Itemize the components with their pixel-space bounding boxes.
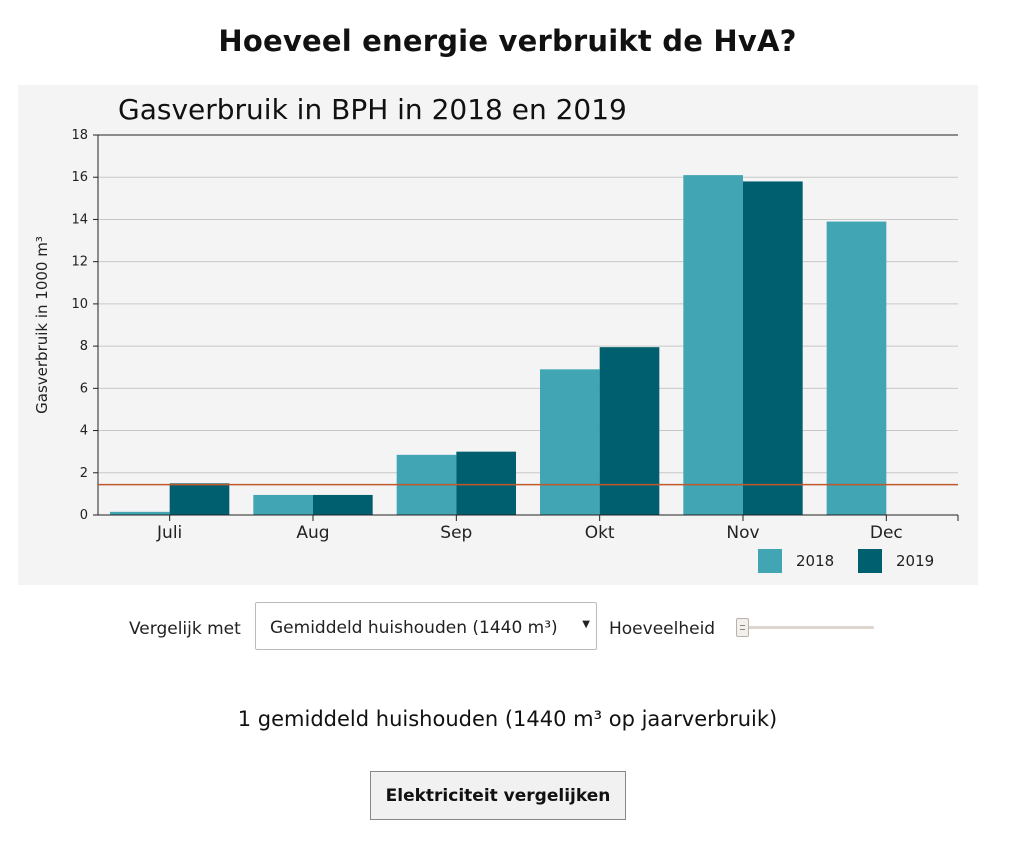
x-tick-label: Juli: [156, 523, 182, 543]
legend-swatch: [858, 549, 882, 573]
compare-select-value: Gemiddeld huishouden (1440 m³): [270, 618, 558, 638]
x-tick-label: Nov: [726, 523, 759, 543]
y-tick-label: 8: [80, 339, 88, 354]
gas-usage-chart: Gasverbruik in BPH in 2018 en 2019 0 2 4 6 8 1…: [33, 93, 959, 573]
y-tick-label: 4: [80, 424, 88, 439]
bar: [743, 181, 803, 515]
bar: [110, 511, 170, 515]
y-tick-label: 16: [71, 170, 88, 185]
y-tick-label: 12: [71, 255, 88, 270]
compare-label: Vergelijk met: [129, 619, 241, 639]
comparison-summary: 1 gemiddeld huishouden (1440 m³ op jaarv…: [237, 707, 778, 731]
legend-swatch: [758, 549, 782, 573]
bar: [826, 221, 887, 516]
bar: [540, 369, 600, 515]
chart-title: Gasverbruik in BPH in 2018 en 2019: [118, 93, 627, 126]
legend-label: 2018: [796, 552, 834, 570]
y-axis-label: Gasverbruik in 1000 m³: [33, 236, 51, 414]
y-tick-label: 0: [80, 508, 88, 523]
chevron-down-icon: ▼: [582, 619, 590, 630]
bar: [683, 175, 743, 515]
bar: [456, 451, 516, 515]
x-tick-label: Aug: [296, 523, 329, 543]
y-tick-label: 10: [71, 297, 88, 312]
compare-select[interactable]: Gemiddeld huishouden (1440 m³) ▼: [255, 602, 597, 650]
chart-panel: Gasverbruik in BPH in 2018 en 2019 0 2 4 6 8 1…: [18, 85, 978, 585]
amount-label: Hoeveelheid: [609, 619, 716, 639]
x-tick-label: Okt: [585, 523, 615, 543]
page-title: Hoeveel energie verbruikt de HvA?: [218, 24, 797, 58]
amount-slider-handle[interactable]: [736, 618, 749, 637]
legend-label: 2019: [896, 552, 934, 570]
bar: [599, 347, 660, 515]
y-tick-label: 18: [71, 128, 88, 143]
bar: [313, 494, 373, 515]
y-tick-label: 14: [71, 212, 88, 227]
compare-controls: Vergelijk met Gemiddeld huishouden (1440…: [0, 602, 1015, 652]
bar: [253, 494, 313, 515]
compare-electricity-button[interactable]: Elektriciteit vergelijken: [370, 771, 626, 820]
y-tick-label: 6: [80, 381, 88, 396]
amount-slider-track[interactable]: [737, 626, 874, 629]
bar: [169, 483, 230, 515]
y-tick-label: 2: [80, 466, 88, 481]
x-tick-label: Sep: [440, 523, 472, 543]
x-tick-label: Dec: [870, 523, 903, 543]
